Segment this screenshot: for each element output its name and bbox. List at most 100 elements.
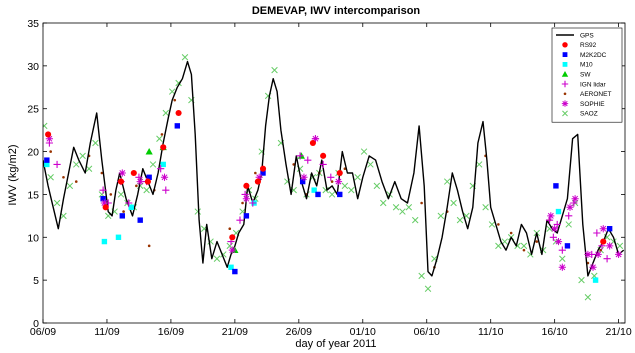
- legend-label-gps: GPS: [580, 32, 594, 39]
- saoz-point: [418, 272, 425, 280]
- saoz-point: [194, 208, 202, 215]
- m2k2dc-point: [299, 178, 306, 185]
- sophie-point: [255, 173, 263, 181]
- saoz-point: [399, 208, 406, 215]
- aeronet-point: [74, 180, 78, 183]
- saoz-point: [92, 139, 99, 147]
- legend-label-saoz: SAOZ: [580, 111, 598, 118]
- y-tick-label: 30: [27, 61, 39, 73]
- rs92-point: [45, 131, 52, 138]
- ign-lidar-point: [549, 233, 557, 241]
- saoz-point: [156, 135, 163, 142]
- ign-lidar-point: [603, 255, 611, 263]
- x-tick-label: 01/10: [350, 326, 376, 338]
- legend-label-sw: SW: [580, 72, 591, 79]
- saoz-point: [392, 204, 400, 211]
- rs92-point: [175, 109, 182, 117]
- saoz-point: [73, 161, 80, 168]
- sw-point: [145, 147, 153, 155]
- saoz-point: [411, 216, 419, 224]
- sophie-point: [571, 195, 579, 203]
- sophie-point: [311, 135, 320, 143]
- saoz-point: [143, 186, 150, 194]
- sophie-point: [45, 135, 53, 143]
- legend-label-sophie: SOPHIE: [580, 101, 605, 108]
- m2k2dc-point: [137, 217, 143, 223]
- saoz-point: [360, 148, 368, 155]
- aeronet-point: [100, 171, 104, 175]
- aeronet-point: [109, 193, 113, 196]
- legend-label-m10: M10: [580, 62, 593, 69]
- rs92-point: [320, 152, 327, 159]
- aeronet-point: [135, 184, 138, 188]
- m10-point: [44, 161, 50, 168]
- sophie-point: [334, 177, 343, 186]
- legend-swatch-sophie: [561, 100, 569, 107]
- aeronet-point: [49, 150, 52, 153]
- ign-lidar-point: [296, 152, 304, 160]
- saoz-point: [520, 242, 528, 250]
- saoz-point: [584, 294, 592, 301]
- sophie-point: [242, 195, 250, 203]
- saoz-point: [341, 182, 349, 190]
- rs92-point: [336, 169, 343, 177]
- chart-title: DEMEVAP, IWV intercomparison: [252, 5, 421, 17]
- saoz-point: [43, 122, 48, 130]
- rs92-point: [243, 182, 250, 189]
- m10-point: [555, 208, 562, 215]
- saoz-point: [226, 242, 233, 250]
- saoz-point: [85, 165, 93, 172]
- saoz-point: [213, 255, 221, 262]
- rs92-point: [102, 204, 109, 211]
- ign-lidar-point: [327, 173, 335, 181]
- aeronet-point: [509, 231, 513, 235]
- legend-swatch-rs92: [562, 42, 568, 48]
- rs92-point: [229, 234, 236, 241]
- saoz-point: [443, 178, 451, 185]
- saoz-point: [616, 242, 624, 250]
- sophie-point: [606, 242, 614, 250]
- saoz-point: [578, 276, 585, 284]
- x-tick-label: 16/09: [158, 326, 184, 338]
- m10-point: [228, 264, 234, 270]
- legend-swatch-aeronet: [563, 92, 567, 96]
- rs92-point: [144, 178, 151, 185]
- saoz-point: [380, 199, 387, 207]
- aeronet-point: [254, 171, 257, 175]
- m2k2dc-point: [119, 213, 126, 219]
- saoz-point: [437, 212, 445, 220]
- saoz-point: [322, 186, 329, 194]
- saoz-point: [488, 221, 496, 228]
- sophie-point: [554, 237, 563, 246]
- y-tick-label: 15: [27, 189, 39, 201]
- y-tick-label: 0: [33, 318, 39, 330]
- y-tick-label: 25: [27, 104, 39, 116]
- saoz-point: [367, 161, 374, 168]
- aeronet-point: [228, 227, 232, 231]
- m2k2dc-point: [553, 183, 559, 189]
- saoz-point: [424, 285, 432, 292]
- x-tick-label: 26/09: [286, 326, 312, 338]
- saoz-point: [348, 186, 355, 194]
- ign-lidar-point: [593, 229, 601, 237]
- plot-frame: [42, 22, 626, 324]
- x-tick-label: 16/10: [542, 326, 568, 338]
- m10-point: [101, 238, 108, 245]
- ign-lidar-point: [53, 160, 61, 169]
- sophie-point: [160, 173, 169, 181]
- aeronet-point: [160, 133, 164, 136]
- ign-lidar-point: [558, 246, 566, 254]
- legend-label-rs92: RS92: [580, 42, 597, 49]
- ign-lidar-point: [99, 186, 107, 194]
- saoz-point: [328, 191, 336, 198]
- rs92-point: [600, 238, 607, 245]
- series-layer: [43, 54, 625, 301]
- legend-label-aeronet: AERONET: [580, 91, 611, 98]
- saoz-point: [373, 182, 381, 190]
- saoz-point: [565, 221, 572, 228]
- aeronet-point: [173, 98, 177, 102]
- aeronet-point: [330, 180, 334, 183]
- gps-line: [43, 60, 625, 277]
